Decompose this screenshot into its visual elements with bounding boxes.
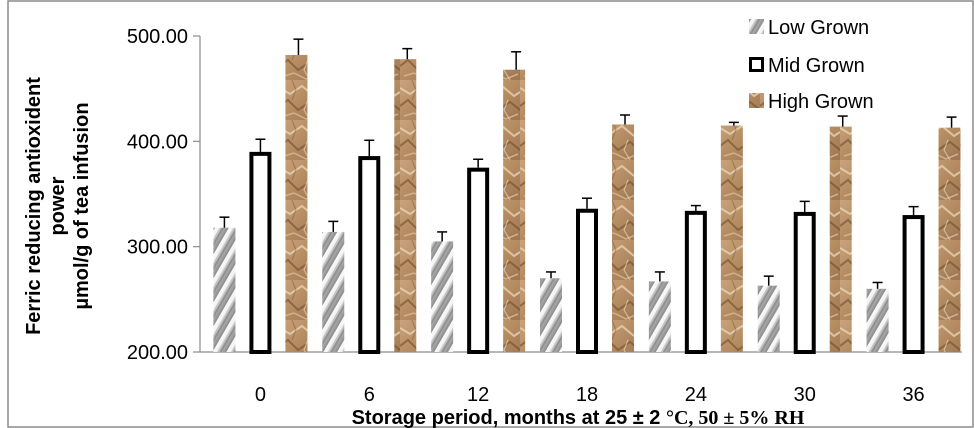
bar-high-grown <box>829 126 852 352</box>
x-axis-title: Storage period, months at 25 ± 2 °C, 50 … <box>352 407 805 428</box>
legend-label-mid-grown: Mid Grown <box>768 55 865 77</box>
legend-label-high-grown: High Grown <box>768 91 874 113</box>
legend-swatch-high-grown <box>749 93 764 108</box>
bar-mid-grown <box>467 167 490 354</box>
legend: Low Grown Mid Grown High Grown <box>749 17 874 113</box>
y-axis-title: Ferric reducing antioxident power µmol/g… <box>23 77 93 335</box>
bar-high-grown <box>394 59 417 352</box>
legend-swatch-mid-grown <box>749 57 764 72</box>
bar-low-grown <box>648 281 671 352</box>
bar-mid-grown <box>576 208 598 354</box>
bar-low-grown <box>866 288 889 352</box>
bar-high-grown <box>938 127 961 352</box>
x-tick-label: 0 <box>255 384 266 406</box>
bar-low-grown <box>540 278 562 352</box>
y-tick-label: 300.00 <box>127 237 188 259</box>
x-tick-label: 6 <box>364 384 375 406</box>
x-axis-ticks: 0 6 12 18 24 30 36 <box>255 384 925 406</box>
bar-mid-grown <box>684 210 707 354</box>
x-tick-label: 30 <box>794 384 816 406</box>
bar-mid-grown <box>358 156 381 354</box>
bar-low-grown <box>431 241 454 352</box>
bar-high-grown <box>720 125 743 353</box>
bar-low-grown <box>213 227 236 352</box>
legend-label-low-grown: Low Grown <box>768 17 869 39</box>
y-axis-ticks: 200.00 300.00 400.00 500.00 <box>127 26 200 364</box>
y-axis-title-line3: µmol/g of tea infusion <box>71 102 93 309</box>
y-axis-title-line2: power <box>47 176 69 235</box>
y-axis-title-line1: Ferric reducing antioxident <box>23 77 45 335</box>
y-tick-label: 500.00 <box>127 26 188 48</box>
x-tick-label: 18 <box>576 384 598 406</box>
bar-high-grown <box>285 54 308 353</box>
y-tick-label: 400.00 <box>127 131 188 153</box>
bar-low-grown <box>757 285 780 352</box>
bar-group <box>213 38 961 354</box>
bar-high-grown <box>503 69 526 352</box>
bar-mid-grown <box>249 151 272 354</box>
bar-low-grown <box>322 231 345 352</box>
x-tick-label: 36 <box>902 384 924 406</box>
bar-mid-grown <box>902 215 925 354</box>
x-tick-label: 12 <box>467 384 489 406</box>
x-tick-label: 24 <box>685 384 707 406</box>
bar-mid-grown <box>793 211 816 354</box>
x-axis-title-prefix: Storage period, months at 25 ± 2 <box>352 407 666 428</box>
legend-swatch-low-grown <box>749 19 764 34</box>
bar-high-grown <box>612 124 634 352</box>
x-axis-title-suffix: °C, 50 ± 5% RH <box>666 407 805 428</box>
y-tick-label: 200.00 <box>127 342 188 364</box>
